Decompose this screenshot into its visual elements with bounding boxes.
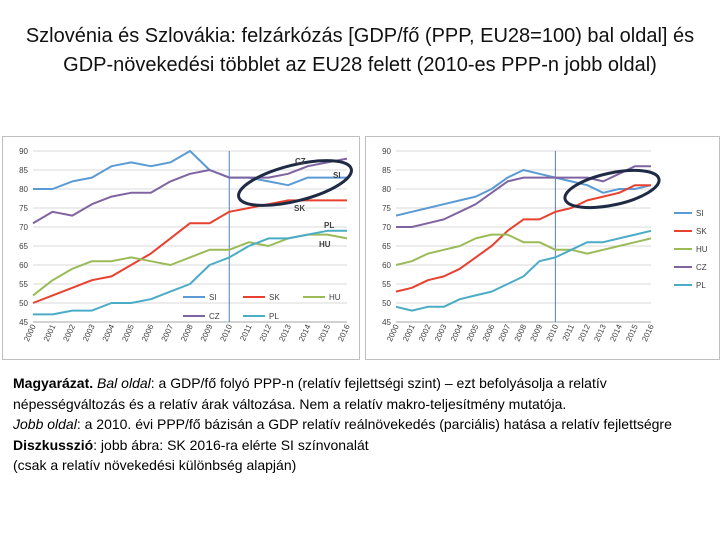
left-chart-legend-label-sk: SK <box>269 293 280 302</box>
page-title: Szlovénia és Szlovákia: felzárkózás [GDP… <box>25 25 695 76</box>
discussion-line: Diszkusszió: jobb ábra: SK 2016-ra elért… <box>13 435 713 456</box>
explanation-line-2: Jobb oldal: a 2010. évi PPP/fő bázisán a… <box>13 414 713 435</box>
right-chart-x-tick-2015: 2015 <box>624 323 640 343</box>
explanation-heading: Magyarázat. <box>13 375 94 391</box>
left-chart-highlight-ellipse <box>237 159 353 207</box>
right-chart-x-tick-2006: 2006 <box>481 323 497 343</box>
left-chart-x-tick-2014: 2014 <box>297 323 313 343</box>
right-chart-y-tick-65: 65 <box>382 242 391 251</box>
left-chart-x-tick-2008: 2008 <box>179 323 195 343</box>
left-chart-x-tick-2006: 2006 <box>140 323 156 343</box>
right-side-term: Jobb oldal <box>13 416 77 432</box>
left-chart-y-tick-55: 55 <box>19 280 28 289</box>
left-chart-x-tick-2015: 2015 <box>317 323 333 343</box>
right-chart-y-tick-75: 75 <box>382 204 391 213</box>
right-chart-x-tick-2009: 2009 <box>529 323 545 343</box>
right-chart-x-tick-2004: 2004 <box>449 323 465 343</box>
left-chart-y-tick-90: 90 <box>19 147 28 156</box>
right-chart-series-cz-line <box>396 165 651 228</box>
right-chart-legend-label-sk: SK <box>696 227 707 236</box>
left-chart-x-tick-2013: 2013 <box>277 323 293 343</box>
right-chart-series-hu-line <box>395 233 652 266</box>
left-chart-x-tick-2010: 2010 <box>218 323 234 343</box>
left-chart-panel: 45 50 55 60 65 70 75 80 85 90 2000 2001 2002 2003 2004… <box>2 136 360 360</box>
explanation-line-1: Magyarázat. Bal oldal: a GDP/fő folyó PP… <box>13 373 713 414</box>
right-chart-legend-label-hu: HU <box>696 245 708 254</box>
right-chart-highlight-ellipse <box>563 168 661 210</box>
left-chart-y-tick-45: 45 <box>19 318 28 327</box>
left-chart-y-tick-65: 65 <box>19 242 28 251</box>
discussion-text: : jobb ábra: SK 2016-ra elérte SI színvo… <box>93 436 369 453</box>
left-chart-legend-label-si: SI <box>209 293 217 302</box>
left-chart-series-pl-line <box>33 229 347 316</box>
right-chart-y-tick-45: 45 <box>382 318 391 327</box>
right-chart-legend-label-si: SI <box>696 209 704 218</box>
right-chart-x-tick-2012: 2012 <box>576 323 592 343</box>
left-chart-y-tick-70: 70 <box>19 223 28 232</box>
right-chart-panel: 45 50 55 60 65 70 75 80 85 90 2000 2001 2002 2003 2004… <box>365 136 720 360</box>
left-chart-x-tick-2011: 2011 <box>238 323 254 343</box>
right-chart-x-tick-2010: 2010 <box>545 323 561 343</box>
right-chart-x-tick-2007: 2007 <box>497 323 513 343</box>
right-chart-legend-label-cz: CZ <box>696 263 707 272</box>
left-chart-y-tick-50: 50 <box>19 299 28 308</box>
left-chart-x-tick-2012: 2012 <box>258 323 274 343</box>
left-chart-series-sk-line <box>32 199 347 304</box>
left-chart-inline-label-sk: SK <box>294 204 305 213</box>
left-chart-y-tick-60: 60 <box>19 261 28 270</box>
right-chart-legend-label-pl: PL <box>696 281 706 290</box>
right-chart-x-tick-2011: 2011 <box>561 323 577 343</box>
left-chart-x-tick-2003: 2003 <box>81 323 97 343</box>
right-chart-x-tick-2014: 2014 <box>608 323 624 343</box>
left-chart-inline-label-pl: PL <box>324 221 334 230</box>
left-chart-series-si-line <box>33 150 347 190</box>
right-chart-y-tick-90: 90 <box>382 147 391 156</box>
explanation-text: Magyarázat. Bal oldal: a GDP/fő folyó PP… <box>13 373 713 476</box>
right-chart-y-tick-50: 50 <box>382 299 391 308</box>
right-chart-x-tick-2003: 2003 <box>433 323 449 343</box>
left-chart-x-tick-2004: 2004 <box>101 323 117 343</box>
right-chart-x-tick-2008: 2008 <box>513 323 529 343</box>
right-chart-y-tick-55: 55 <box>382 280 391 289</box>
left-chart-y-tick-80: 80 <box>19 185 28 194</box>
left-chart-x-tick-2007: 2007 <box>160 323 176 343</box>
left-side-term: Bal oldal <box>97 375 151 391</box>
left-chart-series-cz-line <box>32 157 348 225</box>
left-chart-inline-label-si: SI <box>333 171 341 180</box>
right-chart-y-tick-70: 70 <box>382 223 391 232</box>
right-chart-x-tick-2001: 2001 <box>401 323 417 343</box>
left-chart-y-tick-75: 75 <box>19 204 28 213</box>
left-chart-x-tick-2005: 2005 <box>120 323 136 343</box>
left-chart-inline-label-hu: HU <box>319 240 331 249</box>
right-chart-x-tick-2016: 2016 <box>640 323 656 343</box>
left-chart-y-tick-85: 85 <box>19 166 28 175</box>
left-chart-x-tick-2002: 2002 <box>61 323 77 343</box>
right-chart-y-tick-80: 80 <box>382 185 391 194</box>
right-chart-x-tick-2005: 2005 <box>465 323 481 343</box>
right-chart-y-tick-60: 60 <box>382 261 391 270</box>
left-chart-x-tick-2016: 2016 <box>336 323 352 343</box>
discussion-note: (csak a relatív növekedési különbség ala… <box>13 457 297 473</box>
left-chart-legend-label-pl: PL <box>269 312 279 321</box>
right-chart-x-tick-2013: 2013 <box>592 323 608 343</box>
left-chart-legend-label-hu: HU <box>329 293 341 302</box>
left-chart-inline-label-cz: CZ <box>295 157 306 166</box>
left-chart-x-tick-2009: 2009 <box>199 323 215 343</box>
right-chart-y-tick-85: 85 <box>382 166 391 175</box>
right-chart-series-si-line <box>395 169 652 217</box>
discussion-heading: Diszkusszió <box>13 436 94 453</box>
right-chart-series-pl-line <box>395 229 652 312</box>
left-chart-legend-label-cz: CZ <box>209 312 220 321</box>
left-side-explanation: : a GDP/fő folyó PPP-n (relatív fejletts… <box>13 375 607 412</box>
right-chart-series-sk-line <box>395 184 651 293</box>
right-side-explanation: : a 2010. évi PPP/fő bázisán a GDP relat… <box>76 416 672 432</box>
left-chart-x-tick-2001: 2001 <box>42 323 58 343</box>
right-chart-x-tick-2002: 2002 <box>417 323 433 343</box>
